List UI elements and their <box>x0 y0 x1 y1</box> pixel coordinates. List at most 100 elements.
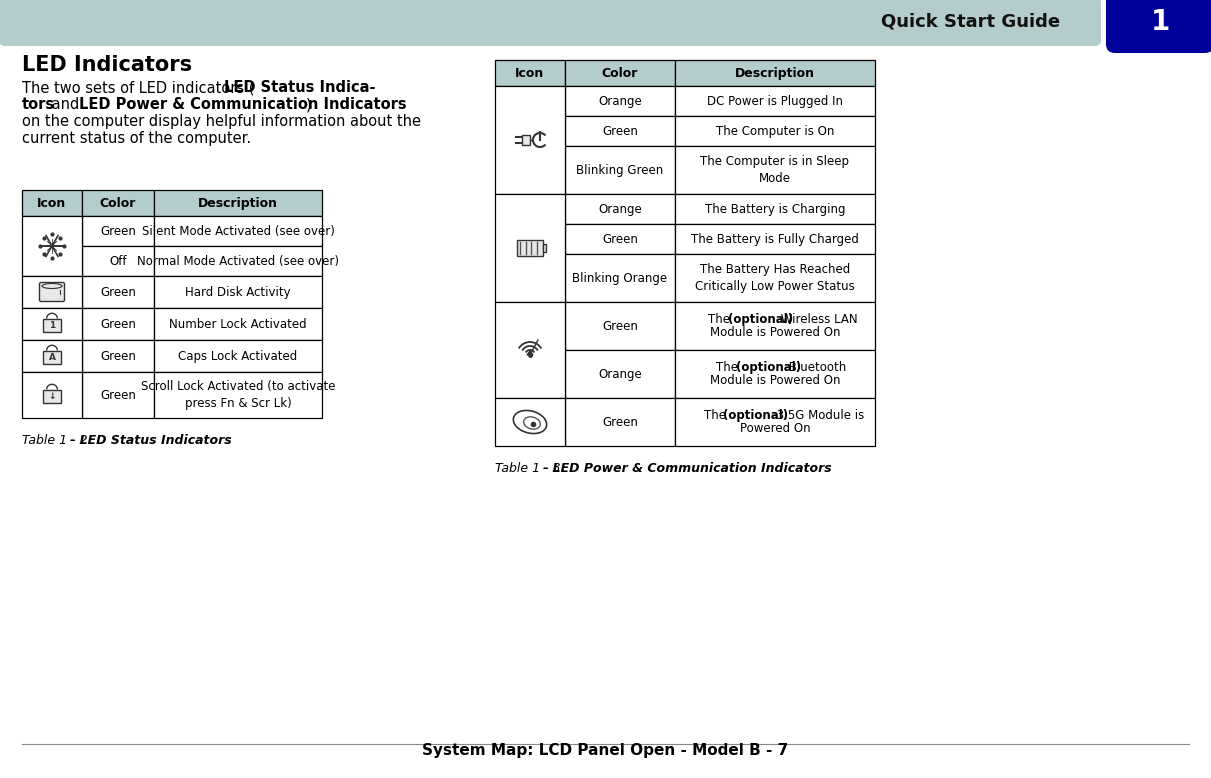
Text: Blinking Green: Blinking Green <box>576 163 664 177</box>
Polygon shape <box>527 351 533 355</box>
Bar <box>22 216 82 276</box>
Bar <box>154 372 322 418</box>
Text: Bluetooth: Bluetooth <box>785 361 846 374</box>
Text: The Battery Has Reached
Critically Low Power Status: The Battery Has Reached Critically Low P… <box>695 263 855 293</box>
Text: Green: Green <box>602 233 638 246</box>
Bar <box>82 276 154 308</box>
Text: Quick Start Guide: Quick Start Guide <box>880 12 1060 30</box>
Bar <box>566 86 675 116</box>
Text: (optional): (optional) <box>728 313 793 326</box>
Text: Orange: Orange <box>598 367 642 380</box>
Bar <box>22 340 82 372</box>
Bar <box>82 340 154 372</box>
Text: A: A <box>48 352 56 362</box>
Text: (optional): (optional) <box>723 409 788 422</box>
Text: Table 1 - 2: Table 1 - 2 <box>22 433 92 447</box>
Text: Description: Description <box>735 66 815 79</box>
Text: System Map: LCD Panel Open - Model B - 7: System Map: LCD Panel Open - Model B - 7 <box>423 743 788 758</box>
Text: current status of the computer.: current status of the computer. <box>22 131 251 146</box>
Bar <box>22 190 82 216</box>
FancyBboxPatch shape <box>0 0 1101 46</box>
Bar <box>154 246 322 276</box>
Text: Green: Green <box>101 317 136 331</box>
Bar <box>543 244 546 252</box>
Bar <box>82 216 154 246</box>
Text: Off: Off <box>109 254 127 268</box>
Bar <box>517 240 543 256</box>
Bar <box>44 318 61 331</box>
Text: DC Power is Plugged In: DC Power is Plugged In <box>707 94 843 107</box>
Text: Green: Green <box>101 286 136 299</box>
Text: Blinking Orange: Blinking Orange <box>573 272 667 285</box>
Bar <box>675 302 876 350</box>
Bar <box>675 194 876 224</box>
Text: - LED Status Indicators: - LED Status Indicators <box>70 433 231 447</box>
Text: Green: Green <box>101 225 136 237</box>
Text: The: The <box>708 313 734 326</box>
Bar <box>495 86 566 194</box>
Text: The Computer is On: The Computer is On <box>716 124 834 138</box>
Text: The two sets of LED indicators (: The two sets of LED indicators ( <box>22 80 254 95</box>
Bar <box>82 190 154 216</box>
Text: The Computer is in Sleep
Mode: The Computer is in Sleep Mode <box>700 155 849 185</box>
Bar <box>566 224 675 254</box>
Text: - LED Power & Communication Indicators: - LED Power & Communication Indicators <box>543 461 832 475</box>
Text: The: The <box>704 409 729 422</box>
Text: Normal Mode Activated (see over): Normal Mode Activated (see over) <box>137 254 339 268</box>
Text: Green: Green <box>602 124 638 138</box>
Bar <box>675 350 876 398</box>
Text: ↓: ↓ <box>48 391 56 401</box>
Bar <box>566 60 675 86</box>
Bar <box>566 302 675 350</box>
Bar <box>154 308 322 340</box>
Text: Orange: Orange <box>598 202 642 216</box>
Bar <box>154 276 322 308</box>
Text: Hard Disk Activity: Hard Disk Activity <box>185 286 291 299</box>
Text: The Battery is Charging: The Battery is Charging <box>705 202 845 216</box>
Text: 1: 1 <box>1150 8 1170 36</box>
Bar <box>22 308 82 340</box>
Bar <box>44 351 61 363</box>
Text: Module is Powered On: Module is Powered On <box>710 326 840 339</box>
Text: LED Indicators: LED Indicators <box>22 55 193 75</box>
Text: Orange: Orange <box>598 94 642 107</box>
Bar <box>495 398 566 446</box>
Bar <box>44 390 61 402</box>
Bar <box>82 372 154 418</box>
Text: Powered On: Powered On <box>740 422 810 435</box>
Text: Color: Color <box>99 197 136 209</box>
Text: Icon: Icon <box>516 66 545 79</box>
Bar <box>566 350 675 398</box>
Text: Color: Color <box>602 66 638 79</box>
FancyBboxPatch shape <box>40 282 64 302</box>
Text: Icon: Icon <box>38 197 67 209</box>
Text: Green: Green <box>602 415 638 429</box>
Bar <box>154 190 322 216</box>
Bar <box>675 116 876 146</box>
Text: ): ) <box>305 97 311 112</box>
Bar <box>522 135 530 145</box>
Bar <box>675 146 876 194</box>
Text: 3.5G Module is: 3.5G Module is <box>773 409 863 422</box>
Bar <box>495 60 566 86</box>
Bar <box>566 116 675 146</box>
FancyBboxPatch shape <box>1106 0 1211 53</box>
Text: LED Status Indica-: LED Status Indica- <box>224 80 375 95</box>
Text: and: and <box>47 97 84 112</box>
Bar <box>675 398 876 446</box>
Bar <box>22 372 82 418</box>
Ellipse shape <box>42 283 62 289</box>
Bar <box>675 60 876 86</box>
Text: The Battery is Fully Charged: The Battery is Fully Charged <box>691 233 859 246</box>
Text: LED Power & Communication Indicators: LED Power & Communication Indicators <box>79 97 407 112</box>
Bar <box>495 302 566 398</box>
Bar <box>154 340 322 372</box>
Text: 1: 1 <box>48 321 56 330</box>
Text: Description: Description <box>199 197 279 209</box>
Bar <box>154 216 322 246</box>
Bar <box>675 86 876 116</box>
Bar <box>82 246 154 276</box>
Text: Number Lock Activated: Number Lock Activated <box>170 317 306 331</box>
Text: Module is Powered On: Module is Powered On <box>710 374 840 387</box>
Bar <box>675 254 876 302</box>
